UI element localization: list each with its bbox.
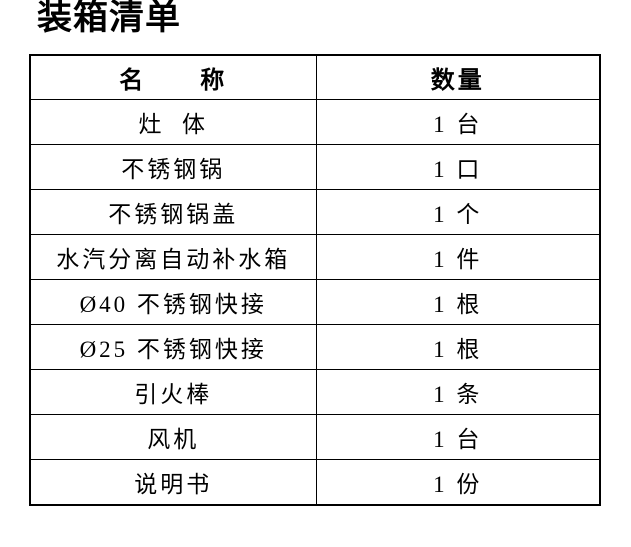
page-title: 装箱清单 (37, 0, 182, 37)
cell-item-qty: 1 条 (315, 369, 601, 415)
cell-item-name: 说明书 (29, 459, 317, 506)
cell-item-qty: 1 根 (315, 324, 601, 370)
cell-item-qty: 1 台 (315, 414, 601, 460)
cell-item-qty: 1 件 (315, 234, 601, 280)
cell-item-qty: 1 台 (315, 99, 601, 145)
table-row: 水汽分离自动补水箱 1 件 (29, 234, 601, 280)
cell-item-name: Ø40 不锈钢快接 (29, 279, 317, 325)
cell-item-qty: 1 个 (315, 189, 601, 235)
header-name: 名 称 (29, 54, 317, 100)
table-row: 不锈钢锅盖 1 个 (29, 189, 601, 235)
table-row: 引火棒 1 条 (29, 369, 601, 415)
header-qty: 数量 (315, 54, 601, 100)
cell-item-qty: 1 份 (315, 459, 601, 506)
table-row: Ø25 不锈钢快接 1 根 (29, 324, 601, 370)
table-row: 灶 体 1 台 (29, 99, 601, 145)
table-row: Ø40 不锈钢快接 1 根 (29, 279, 601, 325)
packing-list-table: 名 称 数量 灶 体 1 台 不锈钢锅 1 口 不锈钢锅盖 1 个 水汽分离自动… (29, 54, 601, 506)
cell-item-name: 不锈钢锅 (29, 144, 317, 190)
cell-item-name: 不锈钢锅盖 (29, 189, 317, 235)
table-row: 说明书 1 份 (29, 459, 601, 506)
cell-item-name: 水汽分离自动补水箱 (29, 234, 317, 280)
cell-item-name: 风机 (29, 414, 317, 460)
cell-item-qty: 1 根 (315, 279, 601, 325)
cell-item-qty: 1 口 (315, 144, 601, 190)
table-row: 风机 1 台 (29, 414, 601, 460)
table-row: 不锈钢锅 1 口 (29, 144, 601, 190)
cell-item-name: Ø25 不锈钢快接 (29, 324, 317, 370)
table-header-row: 名 称 数量 (29, 54, 601, 100)
cell-item-name: 灶 体 (29, 99, 317, 145)
cell-item-name: 引火棒 (29, 369, 317, 415)
